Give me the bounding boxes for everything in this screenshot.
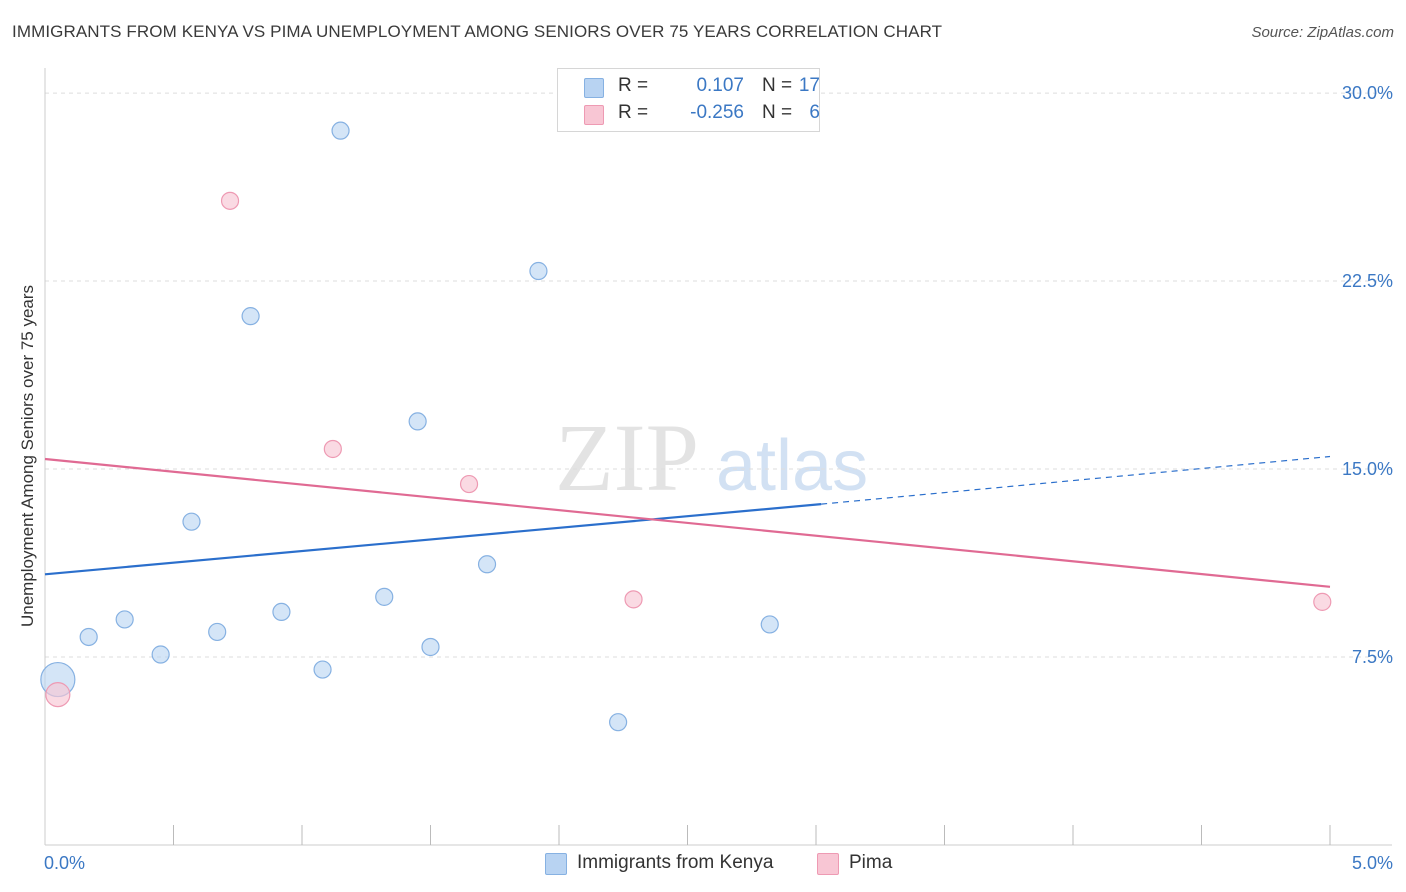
legend-n-value: 6 xyxy=(809,102,820,123)
chart-title: IMMIGRANTS FROM KENYA VS PIMA UNEMPLOYME… xyxy=(12,22,943,41)
point-kenya xyxy=(477,555,497,574)
point-kenya xyxy=(208,622,227,642)
x-tick-label: 5.0% xyxy=(1352,853,1393,873)
points xyxy=(40,121,1332,732)
bottom-legend-label-pima: Pima xyxy=(849,852,893,873)
y-tick-label: 15.0% xyxy=(1342,459,1393,479)
point-kenya xyxy=(115,610,134,629)
legend-r-label: R = xyxy=(618,75,649,96)
point-kenya xyxy=(421,637,440,657)
point-pima xyxy=(459,474,479,494)
legend-r-label: R = xyxy=(618,102,649,123)
legend-n-label: N = xyxy=(762,102,793,123)
x-tick-label: 0.0% xyxy=(44,853,85,873)
point-kenya xyxy=(79,627,98,647)
point-kenya xyxy=(182,512,201,531)
watermark: ZIP atlas xyxy=(555,404,868,511)
point-kenya xyxy=(272,602,291,622)
point-kenya xyxy=(375,587,394,606)
point-kenya xyxy=(313,660,332,679)
bottom-legend-swatch-pima xyxy=(817,853,839,875)
point-kenya xyxy=(408,412,427,431)
legend: R = 0.107 N = 17 R = -0.256 N = 6 xyxy=(557,68,820,132)
trendline-pima xyxy=(44,457,1331,588)
point-kenya xyxy=(241,307,260,326)
legend-n-value: 17 xyxy=(798,75,820,96)
point-pima xyxy=(624,590,643,609)
legend-r-value: -0.256 xyxy=(690,102,744,123)
trendlines xyxy=(44,455,1331,588)
point-pima xyxy=(1313,592,1332,611)
grid xyxy=(45,92,1392,658)
point-pima xyxy=(323,439,342,459)
watermark-zip: ZIP xyxy=(555,404,699,511)
trendline-kenya xyxy=(44,503,822,576)
point-kenya xyxy=(331,121,350,140)
watermark-atlas: atlas xyxy=(716,426,868,506)
legend-swatch-pima xyxy=(584,105,604,125)
bottom-legend-swatch-kenya xyxy=(545,853,567,875)
y-tick-label: 30.0% xyxy=(1342,83,1393,103)
point-pima xyxy=(45,682,71,708)
y-tick-label: 22.5% xyxy=(1342,271,1393,291)
y-tick-label: 7.5% xyxy=(1352,647,1393,667)
tick-labels: 7.5% 15.0% 22.5% 30.0% 0.0% 5.0% xyxy=(44,83,1393,873)
point-kenya xyxy=(760,615,779,634)
axes xyxy=(44,68,1392,846)
bottom-legend-label-kenya: Immigrants from Kenya xyxy=(577,852,774,873)
legend-n-label: N = xyxy=(762,75,793,96)
source-label: Source: ZipAtlas.com xyxy=(1251,24,1394,41)
point-kenya xyxy=(151,645,170,664)
trendline-kenya-extension xyxy=(821,455,1331,505)
legend-r-value: 0.107 xyxy=(696,75,744,96)
point-pima xyxy=(220,191,240,210)
legend-swatch-kenya xyxy=(584,78,604,98)
point-kenya xyxy=(609,713,628,732)
point-kenya xyxy=(529,261,548,281)
